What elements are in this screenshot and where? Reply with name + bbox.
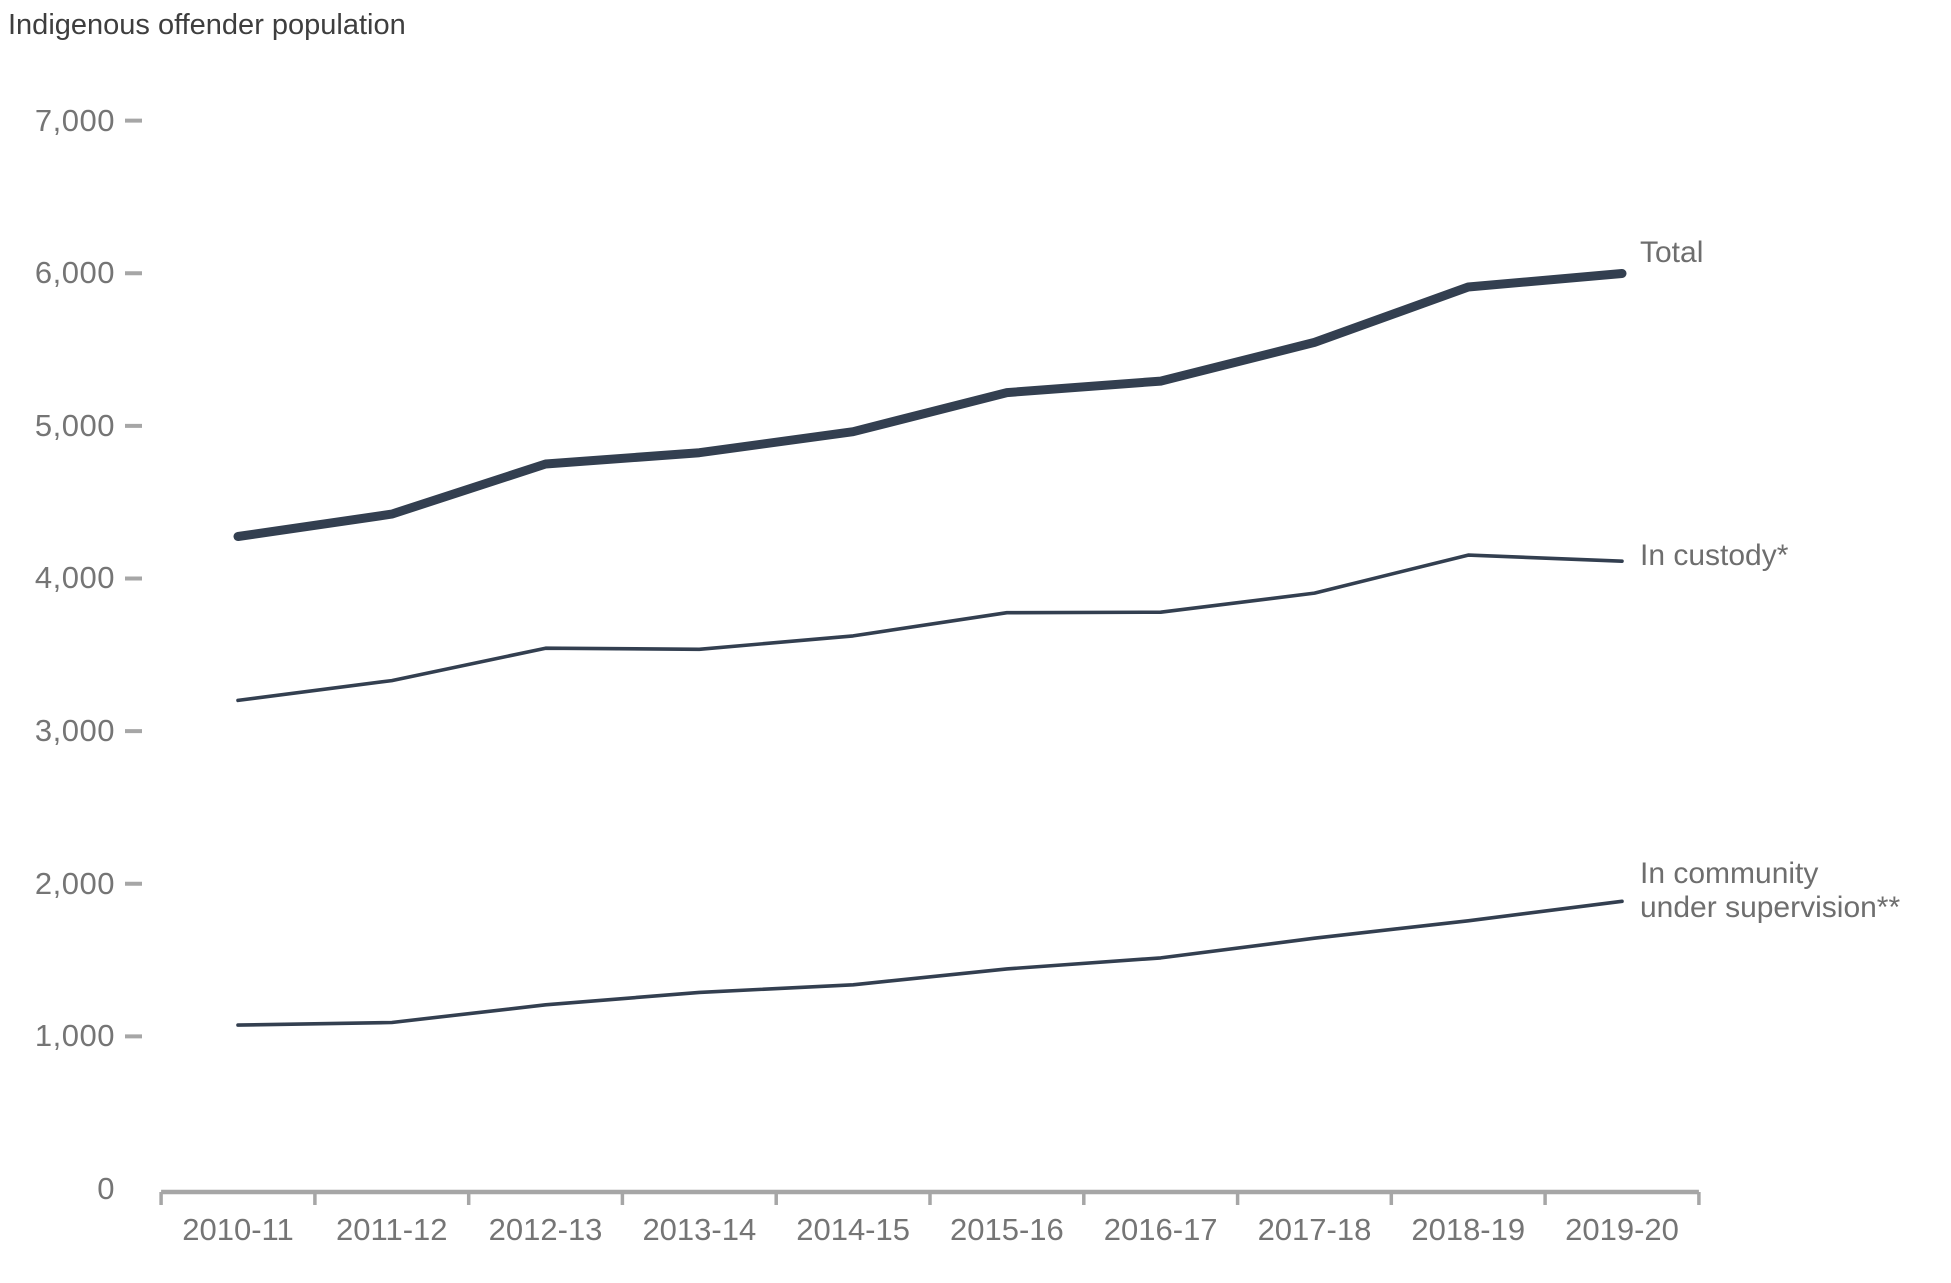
x-axis-label: 2011-12 bbox=[336, 1212, 448, 1247]
x-axis-label: 2017-18 bbox=[1257, 1212, 1372, 1247]
y-axis-label: 7,000 bbox=[34, 102, 115, 138]
y-axis-label: 2,000 bbox=[34, 865, 115, 901]
y-axis-label: 6,000 bbox=[34, 255, 115, 291]
chart-title: Indigenous offender population bbox=[8, 9, 406, 41]
x-axis-label: 2010-11 bbox=[182, 1212, 294, 1247]
x-axis-label: 2016-17 bbox=[1103, 1212, 1218, 1247]
y-axis-label: 4,000 bbox=[34, 560, 115, 596]
x-axis-label: 2012-13 bbox=[488, 1212, 603, 1247]
y-axis-label: 3,000 bbox=[34, 713, 115, 749]
x-axis-label: 2018-19 bbox=[1411, 1212, 1526, 1247]
y-axis-label: 5,000 bbox=[34, 407, 115, 443]
x-axis-label: 2014-15 bbox=[796, 1212, 910, 1247]
series-line-in-community bbox=[236, 899, 1624, 1027]
series-label-in-custody: In custody* bbox=[1640, 539, 1789, 573]
x-axis-label: 2019-20 bbox=[1565, 1212, 1679, 1247]
x-axis-label: 2015-16 bbox=[950, 1212, 1064, 1247]
series-label-total: Total bbox=[1640, 235, 1704, 269]
x-axis-label: 2013-14 bbox=[642, 1212, 757, 1247]
y-axis-label: 1,000 bbox=[34, 1018, 115, 1054]
y-axis-label: 0 bbox=[97, 1171, 115, 1206]
series-line-in-custody bbox=[236, 553, 1624, 703]
series-line-total bbox=[233, 269, 1627, 541]
series-label-in-community: In community under supervision** bbox=[1640, 857, 1901, 925]
